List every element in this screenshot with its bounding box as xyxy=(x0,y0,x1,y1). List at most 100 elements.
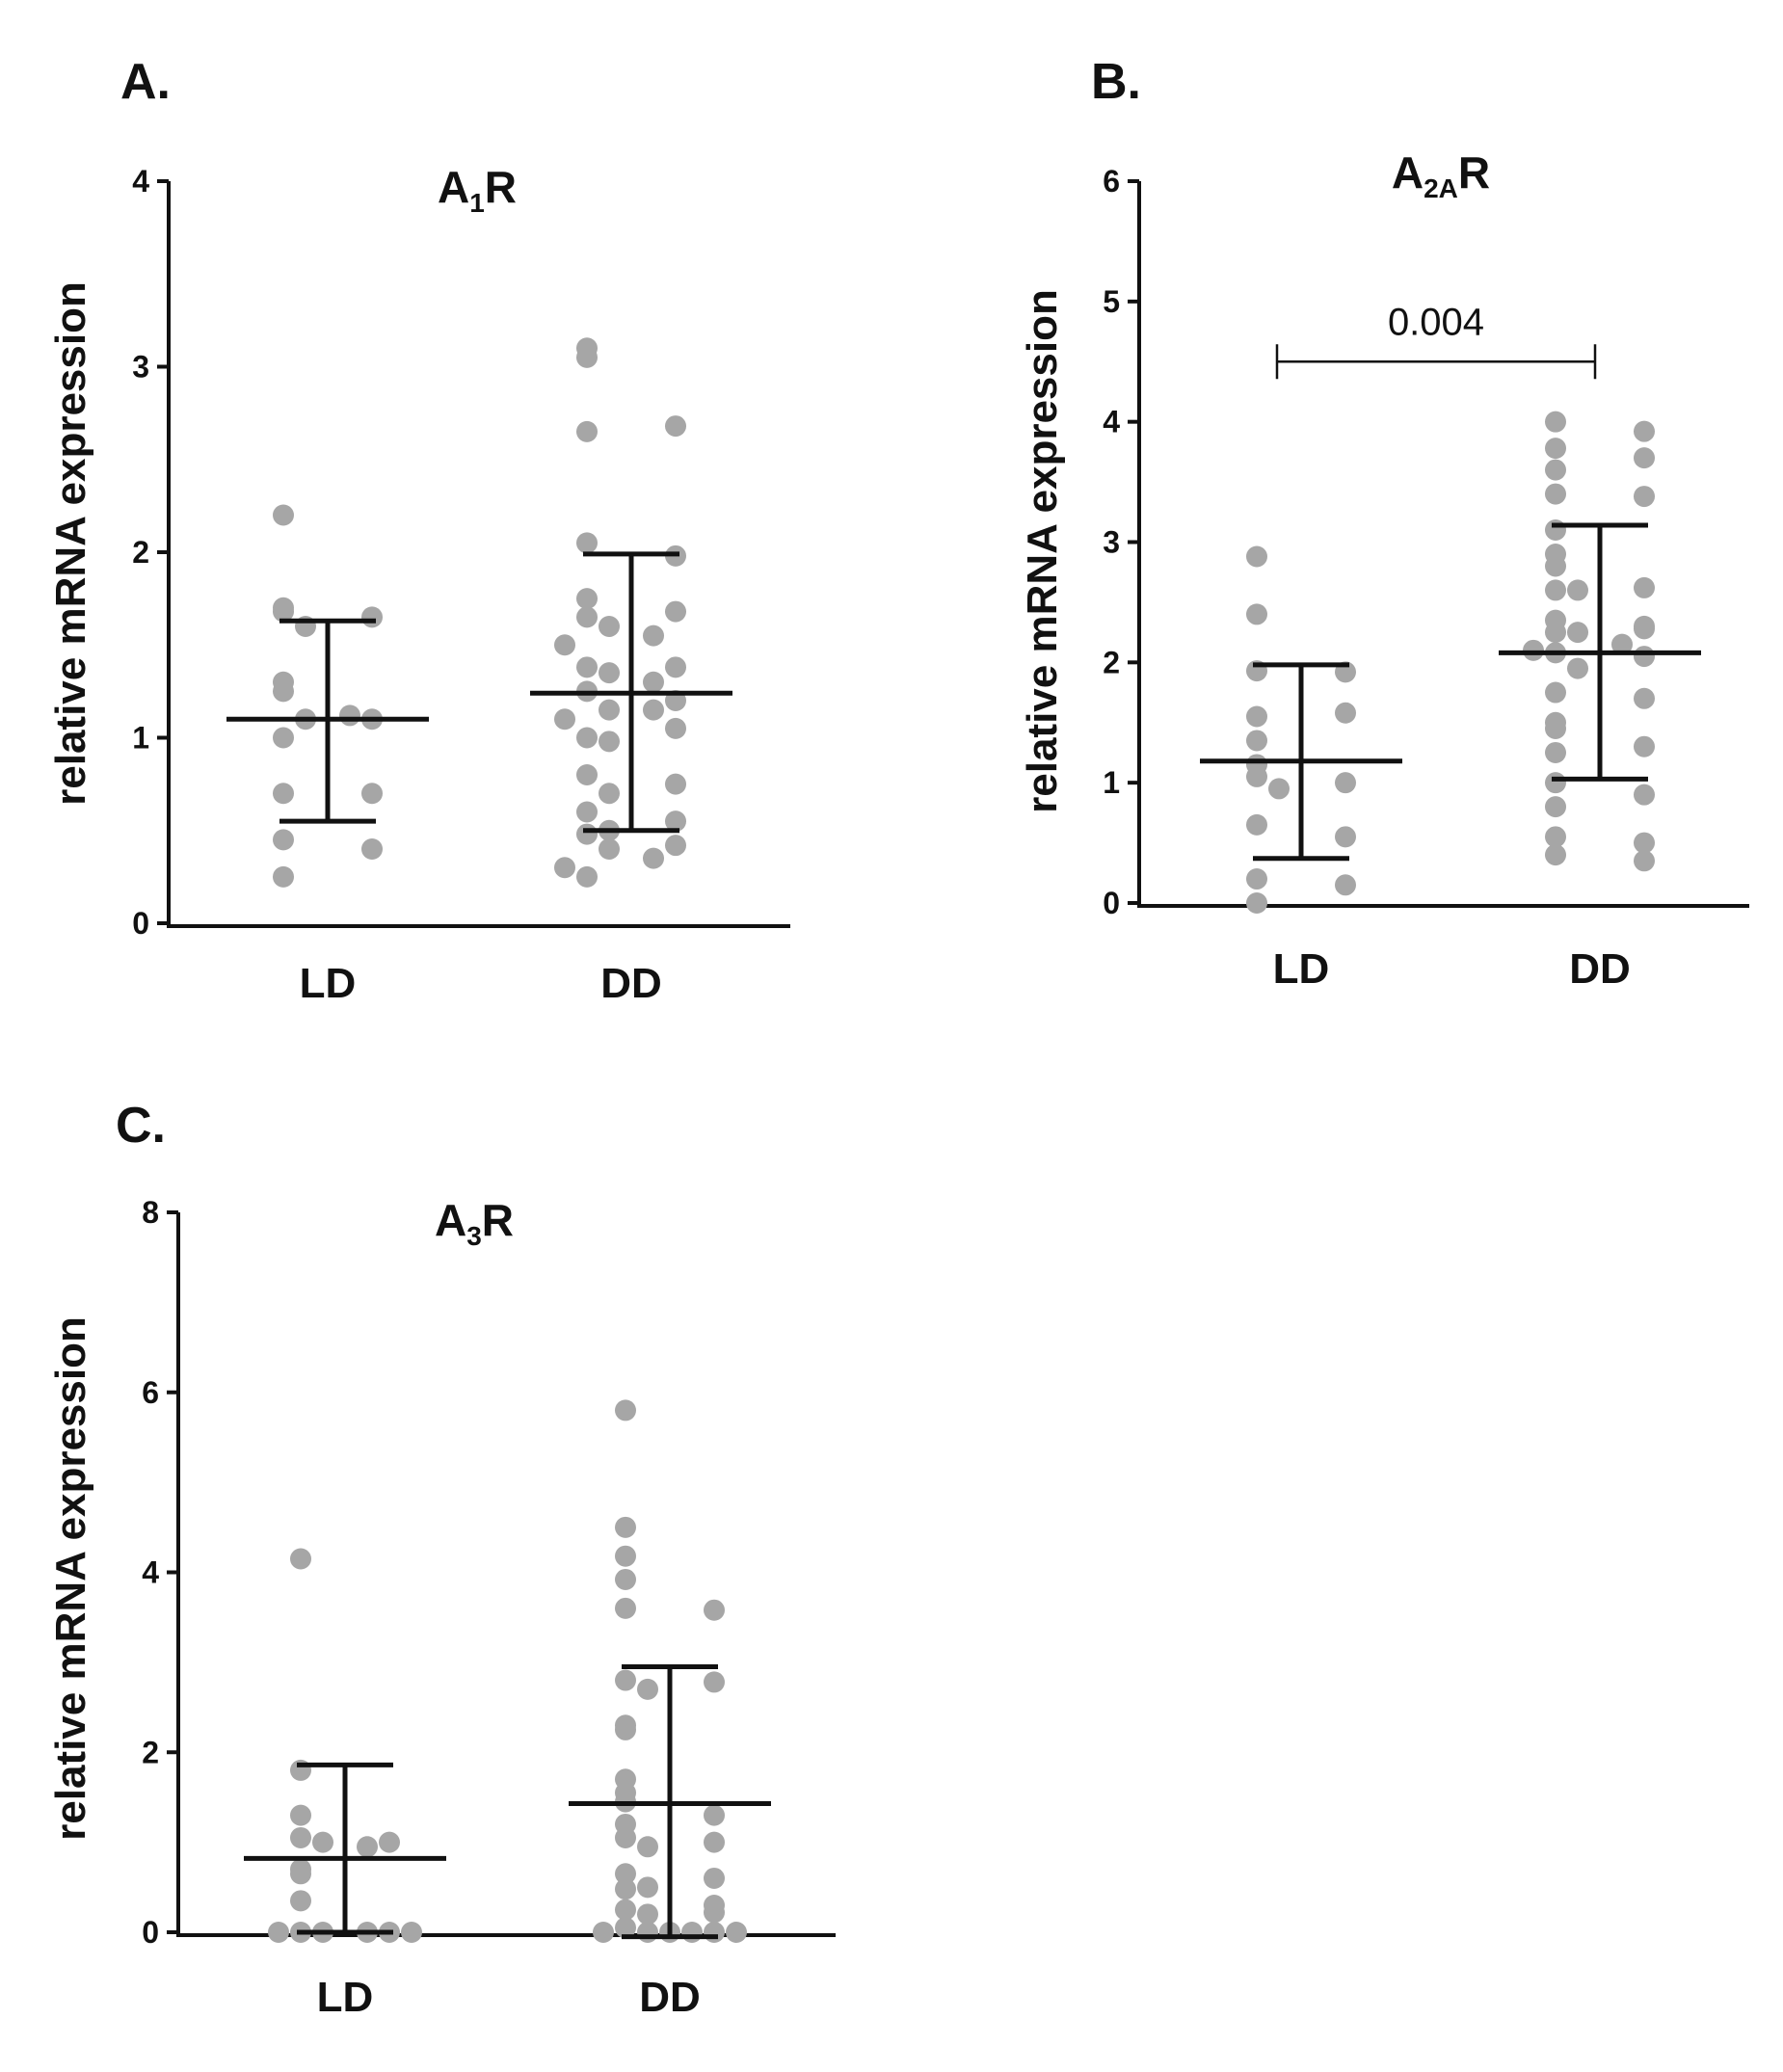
data-point xyxy=(576,823,598,845)
y-tick-label: 2 xyxy=(1103,645,1120,679)
data-point xyxy=(273,680,294,703)
y-tick-label: 6 xyxy=(142,1375,159,1410)
data-point xyxy=(726,1922,747,1943)
y-tick-label: 5 xyxy=(1103,284,1120,319)
data-point xyxy=(615,1917,636,1939)
y-tick-label: 2 xyxy=(142,1735,159,1769)
significance-label: 0.004 xyxy=(1388,301,1484,343)
data-point xyxy=(1611,633,1633,655)
data-point xyxy=(704,1922,725,1943)
x-category-label: DD xyxy=(1569,945,1631,993)
data-point xyxy=(704,1599,725,1621)
data-point xyxy=(576,656,598,678)
data-point xyxy=(1545,717,1566,739)
data-point xyxy=(273,829,294,851)
data-point xyxy=(290,1548,311,1570)
data-point xyxy=(554,708,575,731)
data-point xyxy=(665,656,686,678)
data-point xyxy=(615,1597,636,1619)
data-point xyxy=(1634,832,1655,854)
data-point xyxy=(1634,735,1655,757)
panel-a-title: A1R xyxy=(438,162,517,218)
data-point xyxy=(1545,411,1566,433)
data-point xyxy=(1246,813,1267,836)
y-tick-label: 4 xyxy=(1103,405,1120,439)
panel-a-ylabel: relative mRNA expression xyxy=(47,281,94,806)
data-point xyxy=(643,699,664,721)
data-point xyxy=(1545,772,1566,794)
data-point xyxy=(1545,622,1566,644)
data-point xyxy=(576,346,598,368)
data-point xyxy=(665,717,686,739)
data-point xyxy=(339,704,360,727)
data-point xyxy=(637,1678,658,1700)
data-point xyxy=(1268,778,1290,800)
data-point xyxy=(1634,646,1655,668)
panel-c: C. A3R relative mRNA expression 0 2 4 6 8 LD D… xyxy=(47,1098,836,2021)
data-point xyxy=(1567,622,1588,644)
data-point xyxy=(576,606,598,628)
data-point xyxy=(1545,438,1566,460)
data-point xyxy=(615,1545,636,1567)
data-point xyxy=(637,1836,658,1858)
data-point xyxy=(1567,579,1588,601)
data-point xyxy=(273,504,294,526)
data-point xyxy=(1634,447,1655,469)
data-point xyxy=(1246,868,1267,890)
data-point xyxy=(1246,730,1267,752)
data-point xyxy=(576,764,598,785)
data-point xyxy=(273,727,294,749)
data-point xyxy=(576,420,598,442)
data-point xyxy=(290,1890,311,1912)
y-tick-label: 0 xyxy=(1103,886,1120,920)
data-point xyxy=(576,801,598,823)
panel-b-letter: B. xyxy=(1091,54,1141,110)
data-point xyxy=(643,671,664,693)
y-tick-label: 1 xyxy=(132,721,149,756)
data-point xyxy=(554,857,575,879)
panel-a-letter: A. xyxy=(120,54,171,110)
data-point xyxy=(1545,483,1566,505)
panel-b-title: A2AR xyxy=(1392,147,1490,203)
data-point xyxy=(704,1831,725,1853)
data-point xyxy=(290,1863,311,1885)
data-point xyxy=(637,1876,658,1899)
panel-b-plot: 0 1 2 3 4 5 6 LD DD 0.004 xyxy=(1103,164,1749,993)
data-point xyxy=(1545,555,1566,577)
panel-b: B. A2AR relative mRNA expression 0 1 2 3 4 5 6… xyxy=(1019,54,1749,993)
y-tick-label: 4 xyxy=(132,164,149,199)
data-point xyxy=(599,838,620,860)
data-point xyxy=(576,588,598,610)
data-point xyxy=(593,1922,614,1943)
data-point xyxy=(361,783,383,805)
data-point xyxy=(1545,796,1566,818)
panel-c-ylabel: relative mRNA expression xyxy=(47,1316,94,1841)
data-point xyxy=(615,1878,636,1900)
data-point xyxy=(273,783,294,805)
data-point xyxy=(665,773,686,795)
y-tick-label: 6 xyxy=(1103,164,1120,199)
data-point xyxy=(1335,772,1356,794)
x-category-label: LD xyxy=(300,960,357,1007)
data-point xyxy=(681,1922,703,1943)
data-point xyxy=(1634,618,1655,640)
y-tick-label: 8 xyxy=(142,1195,159,1230)
data-point xyxy=(615,1826,636,1848)
panel-a: A. A1R relative mRNA expression 0 1 2 3 4 LD D… xyxy=(47,54,790,1007)
data-point xyxy=(576,865,598,888)
data-point xyxy=(665,835,686,857)
panel-c-title: A3R xyxy=(435,1195,514,1251)
data-point xyxy=(576,532,598,554)
data-point xyxy=(599,783,620,805)
y-tick-label: 2 xyxy=(132,535,149,570)
data-point xyxy=(1634,784,1655,806)
data-point xyxy=(1545,681,1566,704)
data-point xyxy=(615,1568,636,1590)
x-category-label: LD xyxy=(317,1974,374,2021)
data-point xyxy=(1634,850,1655,872)
data-point xyxy=(704,1901,725,1924)
data-point xyxy=(312,1831,333,1853)
data-point xyxy=(665,810,686,833)
data-point xyxy=(1567,657,1588,679)
